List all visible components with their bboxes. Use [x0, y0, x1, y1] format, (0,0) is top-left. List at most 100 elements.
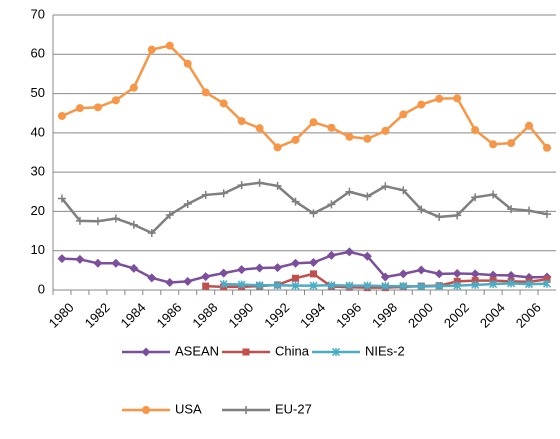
- data-point: [434, 269, 444, 279]
- data-point: [542, 279, 552, 288]
- series-line: [61, 181, 548, 235]
- legend-label: USA: [175, 401, 202, 416]
- data-point: [183, 276, 193, 286]
- data-point: [292, 274, 300, 282]
- data-point: [147, 45, 156, 54]
- x-tick-label: 1992: [261, 300, 292, 331]
- x-tick-label: 1982: [82, 300, 113, 331]
- legend-marker: [242, 348, 250, 356]
- data-point: [57, 194, 66, 203]
- legend-marker: [141, 347, 151, 357]
- y-tick-label: 20: [31, 203, 45, 218]
- data-point: [291, 197, 300, 206]
- x-tick-label: 1990: [225, 300, 256, 331]
- legend-marker: [242, 406, 250, 414]
- data-point: [489, 190, 498, 199]
- data-point: [344, 247, 354, 257]
- legend-label: China: [275, 343, 310, 358]
- data-point: [543, 143, 552, 152]
- x-tick-label: 2002: [441, 300, 472, 331]
- data-point: [489, 280, 498, 289]
- data-point: [237, 265, 247, 275]
- series-line: [61, 250, 548, 284]
- y-tick-label: 0: [38, 281, 45, 296]
- data-point: [309, 270, 317, 278]
- data-point: [147, 229, 156, 238]
- data-point: [237, 117, 246, 126]
- data-point: [345, 281, 354, 290]
- data-point: [219, 268, 229, 278]
- data-point: [255, 124, 264, 133]
- data-point: [308, 258, 318, 267]
- x-tick-label: 2006: [513, 300, 544, 331]
- y-tick-label: 40: [31, 124, 45, 139]
- legend-marker: [331, 347, 341, 357]
- x-tick-label: 1986: [153, 300, 184, 331]
- x-tick-label: 1996: [333, 300, 364, 331]
- data-point: [525, 280, 534, 289]
- data-point: [453, 277, 461, 285]
- data-point: [543, 275, 551, 283]
- series-line: [61, 44, 548, 149]
- data-point: [525, 121, 534, 130]
- data-point: [273, 181, 282, 190]
- data-point: [399, 282, 408, 291]
- data-point: [93, 258, 103, 268]
- data-point: [111, 96, 120, 105]
- y-tick-label: 50: [31, 85, 45, 100]
- data-point: [165, 210, 174, 219]
- data-point: [471, 126, 480, 135]
- data-point: [417, 205, 426, 214]
- data-point: [309, 118, 318, 127]
- data-point: [363, 281, 372, 290]
- data-point: [147, 273, 157, 283]
- data-point: [381, 126, 390, 135]
- data-point: [255, 263, 265, 273]
- data-point: [93, 103, 102, 112]
- data-point: [201, 88, 210, 97]
- data-point: [183, 199, 192, 208]
- data-point: [399, 110, 408, 119]
- data-point: [507, 279, 516, 288]
- data-point: [309, 209, 318, 218]
- data-point: [417, 282, 426, 291]
- data-point: [327, 200, 336, 209]
- data-point: [471, 280, 480, 289]
- data-point: [57, 254, 67, 264]
- data-point: [453, 211, 462, 220]
- data-point: [273, 143, 282, 152]
- y-tick-label: 70: [31, 6, 45, 21]
- data-point: [309, 281, 318, 290]
- legend-label: NIEs-2: [365, 343, 405, 358]
- data-point: [435, 94, 444, 103]
- x-tick-label: 1994: [297, 300, 328, 331]
- data-point: [237, 280, 246, 289]
- data-point: [363, 192, 372, 201]
- data-point: [345, 132, 354, 141]
- data-point: [399, 186, 408, 195]
- data-point: [237, 181, 246, 190]
- data-point: [453, 281, 462, 290]
- data-point: [381, 282, 390, 291]
- y-tick-label: 60: [31, 46, 45, 61]
- data-point: [291, 281, 300, 290]
- data-point: [165, 278, 175, 288]
- data-point: [380, 272, 390, 282]
- data-point: [453, 94, 462, 103]
- data-point: [201, 190, 210, 199]
- data-point: [129, 263, 139, 273]
- data-point: [111, 214, 120, 223]
- data-point: [255, 178, 264, 187]
- data-point: [381, 182, 390, 191]
- data-point: [75, 104, 84, 113]
- data-point: [471, 277, 479, 285]
- data-point: [507, 205, 516, 214]
- data-point: [165, 41, 174, 50]
- x-tick-label: 1984: [118, 300, 149, 331]
- data-point: [452, 269, 462, 278]
- data-point: [435, 212, 444, 221]
- data-point: [543, 210, 552, 219]
- data-point: [255, 281, 264, 290]
- data-point: [363, 134, 372, 143]
